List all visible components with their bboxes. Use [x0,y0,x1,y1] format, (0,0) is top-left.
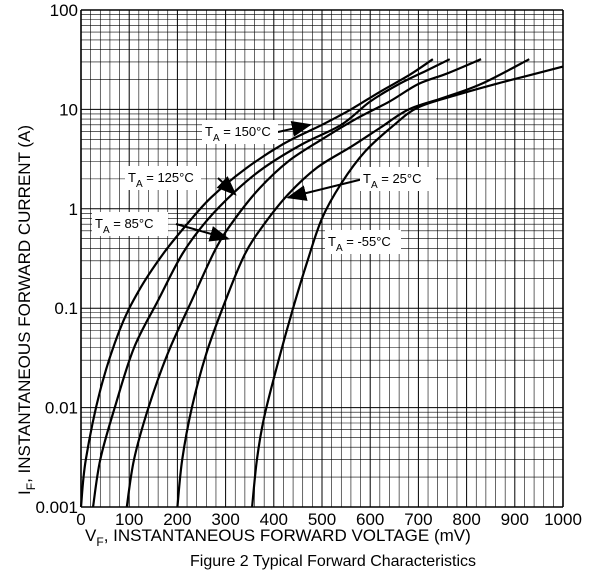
annotation-sub: A [136,179,143,190]
x-tick-label: 600 [356,510,384,529]
y-tick-label: 1 [69,200,78,219]
annotation-label-2: TA = 125°C [128,170,194,190]
series-line-1 [79,58,434,508]
annotation-bg-3 [92,212,168,236]
annotation-rest: = 125°C [143,170,194,185]
annotation-rest: = 150°C [220,124,271,139]
y-tick-label: 100 [50,1,78,20]
annotation-sub: A [336,243,343,254]
y-tick-label: 0.1 [54,299,78,318]
annotation-arrow-2 [216,176,237,196]
y-axis-title: IF, INSTANTANEOUS FORWARD CURRENT (A) [15,125,38,495]
annotation-label-4: TA = 25°C [363,171,422,191]
annotation-main: T [95,216,103,231]
annotation-sub: A [371,180,378,191]
annotation-bg-4 [360,167,436,191]
x-tick-label: 700 [404,510,432,529]
annotation-rest: = 85°C [110,216,154,231]
annotation-main: T [328,234,336,249]
x-tick-label: 300 [211,510,239,529]
annotation-main: T [205,124,213,139]
annotation-label-3: TA = 85°C [95,216,154,236]
annotation-arrow-3 [175,223,230,242]
x-axis-title-main: V [85,526,97,545]
annotation-main: T [363,171,371,186]
y-tick-labels: 0.001 0.01 0.1 1 10 100 [35,1,78,517]
x-tick-label: 900 [501,510,529,529]
annotation-rest: = -55°C [343,234,391,249]
annotation-sub: A [213,133,220,144]
x-tick-label: 1000 [544,510,582,529]
y-axis-title-rest: , INSTANTANEOUS FORWARD CURRENT (A) [15,125,34,483]
y-tick-label: 0.01 [45,399,78,418]
x-axis-title-sub: F [96,535,103,549]
x-tick-labels: 0 100 200 300 400 500 600 700 800 900 1000 [76,510,582,529]
y-tick-label: 0.001 [35,498,78,517]
annotation-arrows [175,120,364,242]
annotation-sub: A [103,225,110,236]
grid-lines [80,9,564,508]
annotation-label-1: TA = 150°C [205,124,271,144]
annotation-arrow-1 [277,120,312,137]
annotation-bg-1 [202,120,278,144]
x-tick-label: 400 [260,510,288,529]
annotation-label-5: TA = -55°C [328,234,391,254]
x-axis-title-rest: , INSTANTANEOUS FORWARD VOLTAGE (mV) [104,526,471,545]
annotation-rest: = 25°C [378,171,422,186]
x-axis-title: VF, INSTANTANEOUS FORWARD VOLTAGE (mV) [85,526,471,549]
annotation-arrow-4 [286,178,364,201]
annotation-labels: TA = 150°CTA = 125°CTA = 85°CTA = 25°CTA… [92,120,436,254]
series-line-3 [125,58,482,508]
x-tick-label: 800 [452,510,480,529]
annotation-main: T [128,170,136,185]
x-tick-label: 0 [76,510,85,529]
x-tick-label: 100 [115,510,143,529]
x-tick-label: 200 [163,510,191,529]
x-tick-label: 500 [308,510,336,529]
y-axis-title-main: I [15,490,34,495]
chart-caption: Figure 2 Typical Forward Characteristics [190,553,476,570]
y-tick-label: 10 [59,100,78,119]
annotation-bg-2 [125,166,201,190]
series-line-5 [251,65,564,508]
y-axis-title-sub: F [24,483,38,490]
annotation-bg-5 [325,230,401,254]
